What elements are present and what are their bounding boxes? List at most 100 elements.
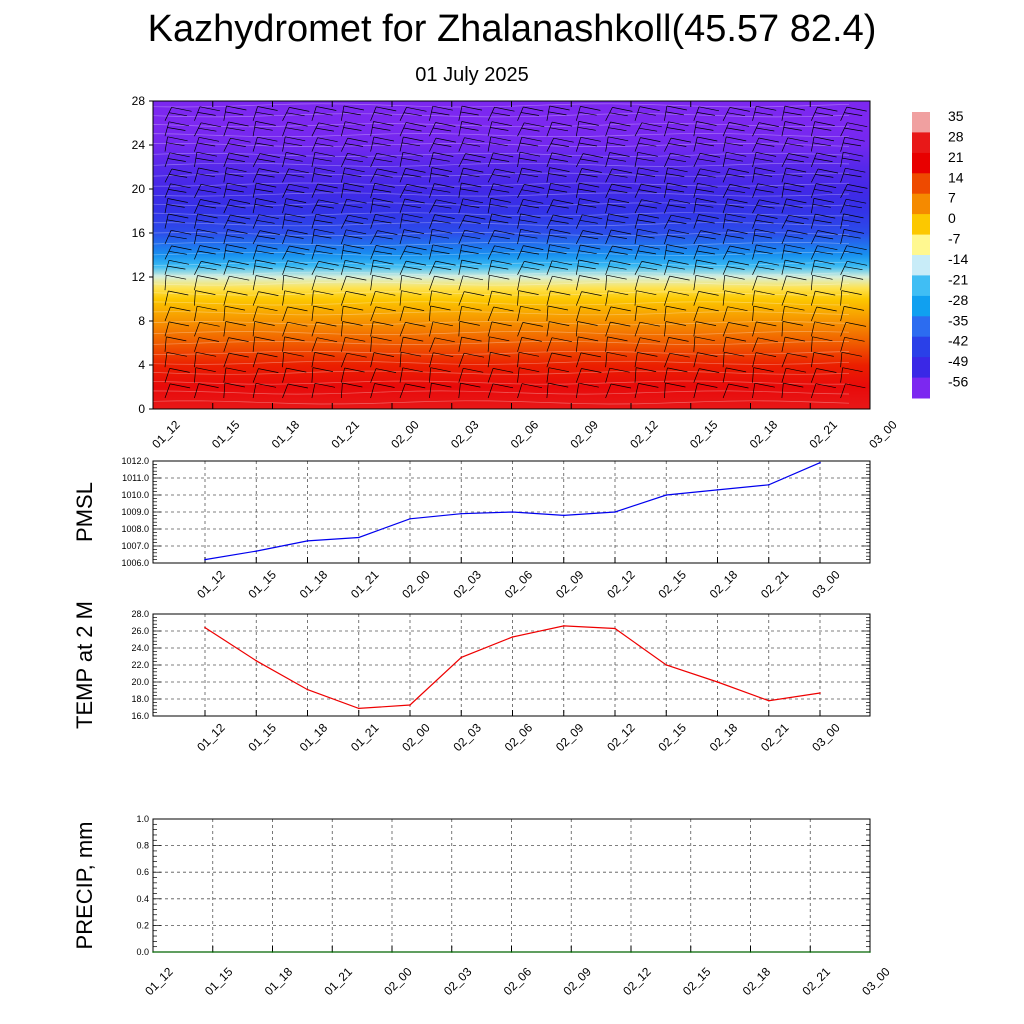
wind-barb-flag xyxy=(753,305,774,311)
wind-barb xyxy=(282,213,286,229)
wind-barb xyxy=(429,199,437,214)
wind-barb-flag xyxy=(401,274,422,280)
y-tick-label: 16.0 xyxy=(131,711,149,721)
wind-barb-flag xyxy=(403,173,422,178)
wind-barb xyxy=(282,198,287,214)
wind-barb-flag xyxy=(844,266,863,271)
wind-barb-flag xyxy=(433,204,452,209)
wind-barb xyxy=(546,290,551,306)
wind-barb-flag xyxy=(494,106,515,112)
wind-barb-flag xyxy=(580,306,601,311)
wind-barb-flag xyxy=(316,213,337,219)
wind-barb-flag xyxy=(373,352,394,357)
wind-barb xyxy=(370,368,377,383)
isotherm-line xyxy=(152,380,850,385)
wind-barb xyxy=(546,138,555,152)
wind-barb xyxy=(752,275,758,291)
wind-barb-flag xyxy=(784,173,803,178)
wind-barb xyxy=(664,229,670,245)
wind-barb-flag xyxy=(727,189,746,194)
wind-barb-flag xyxy=(491,158,510,162)
wind-barb xyxy=(634,137,641,152)
wind-barb xyxy=(810,383,817,399)
wind-barb-flag xyxy=(373,198,394,203)
wind-barb xyxy=(722,352,725,368)
wind-barb xyxy=(487,245,495,260)
wind-barb xyxy=(722,213,727,229)
wind-barb-flag xyxy=(582,153,604,158)
wind-barb xyxy=(664,367,668,383)
wind-barb xyxy=(429,214,436,229)
wind-barb-flag xyxy=(167,198,188,203)
wind-barb xyxy=(370,183,376,198)
colorbar-swatch xyxy=(912,173,930,195)
wind-barb xyxy=(252,137,258,152)
wind-barb-flag xyxy=(491,121,512,127)
wind-barb xyxy=(634,245,641,260)
wind-barb-flag xyxy=(845,167,866,173)
wind-barb-flag xyxy=(345,336,366,342)
wind-barb xyxy=(634,106,641,121)
wind-barb xyxy=(340,367,345,383)
wind-barb-flag xyxy=(255,259,276,265)
wind-barb-flag xyxy=(465,214,486,220)
wind-barb-flag xyxy=(255,111,274,116)
wind-barb-flag xyxy=(524,184,545,189)
wind-barb-flag xyxy=(228,121,249,127)
wind-barb-flag xyxy=(375,290,396,296)
wind-barb-flag xyxy=(401,219,420,224)
wind-barb-flag xyxy=(725,213,746,219)
wind-barb xyxy=(722,367,727,383)
wind-barb xyxy=(399,152,404,168)
data-point xyxy=(271,951,274,953)
wind-barb-flag xyxy=(519,367,540,373)
wind-barb xyxy=(311,137,318,152)
wind-barb-flag xyxy=(549,321,570,326)
wind-barb-flag xyxy=(670,137,692,143)
wind-barb xyxy=(194,337,200,352)
wind-barb xyxy=(840,137,846,152)
wind-barb-flag xyxy=(287,383,308,389)
wind-barb-flag xyxy=(756,266,775,271)
wind-barb-flag xyxy=(753,367,774,372)
data-point xyxy=(391,951,393,953)
wind-barb xyxy=(752,367,754,383)
wind-barb xyxy=(311,367,314,383)
data-point xyxy=(869,951,871,953)
wind-barb-flag xyxy=(198,189,217,194)
wind-barb xyxy=(605,321,611,337)
wind-barb-flag xyxy=(460,250,479,254)
wind-barb-flag xyxy=(607,336,628,342)
wind-barb-flag xyxy=(197,204,217,209)
data-point xyxy=(511,511,514,513)
wind-barb-flag xyxy=(845,383,866,389)
wind-barb xyxy=(517,383,523,399)
wind-barb-flag xyxy=(521,127,540,132)
wind-barb-flag xyxy=(343,127,362,131)
wind-barb xyxy=(781,244,786,260)
y-tick-label: 1011.0 xyxy=(122,473,149,483)
wind-barb xyxy=(634,383,639,399)
wind-barb xyxy=(252,368,259,383)
wind-barb-flag xyxy=(521,167,542,173)
wind-barb-flag xyxy=(578,142,598,147)
wind-barb-flag xyxy=(224,382,245,388)
wind-barb-flag xyxy=(373,188,392,193)
wind-barb xyxy=(458,121,463,137)
wind-barb xyxy=(194,352,197,368)
wind-barb-flag xyxy=(226,127,245,132)
wind-barb-flag xyxy=(285,127,304,132)
wind-barb xyxy=(311,306,314,322)
wind-barb-flag xyxy=(405,168,426,173)
wind-barb-flag xyxy=(518,157,538,162)
x-tick-label: 02_15 xyxy=(655,720,689,754)
wind-barb xyxy=(664,337,669,352)
wind-barb xyxy=(370,106,377,121)
wind-barb-flag xyxy=(580,244,601,250)
wind-barb xyxy=(164,136,168,152)
wind-barb xyxy=(781,215,789,229)
wind-barb-flag xyxy=(696,250,715,255)
isotherm-line xyxy=(152,242,850,246)
wind-barb-flag xyxy=(696,121,717,126)
wind-barb-flag xyxy=(166,336,187,342)
